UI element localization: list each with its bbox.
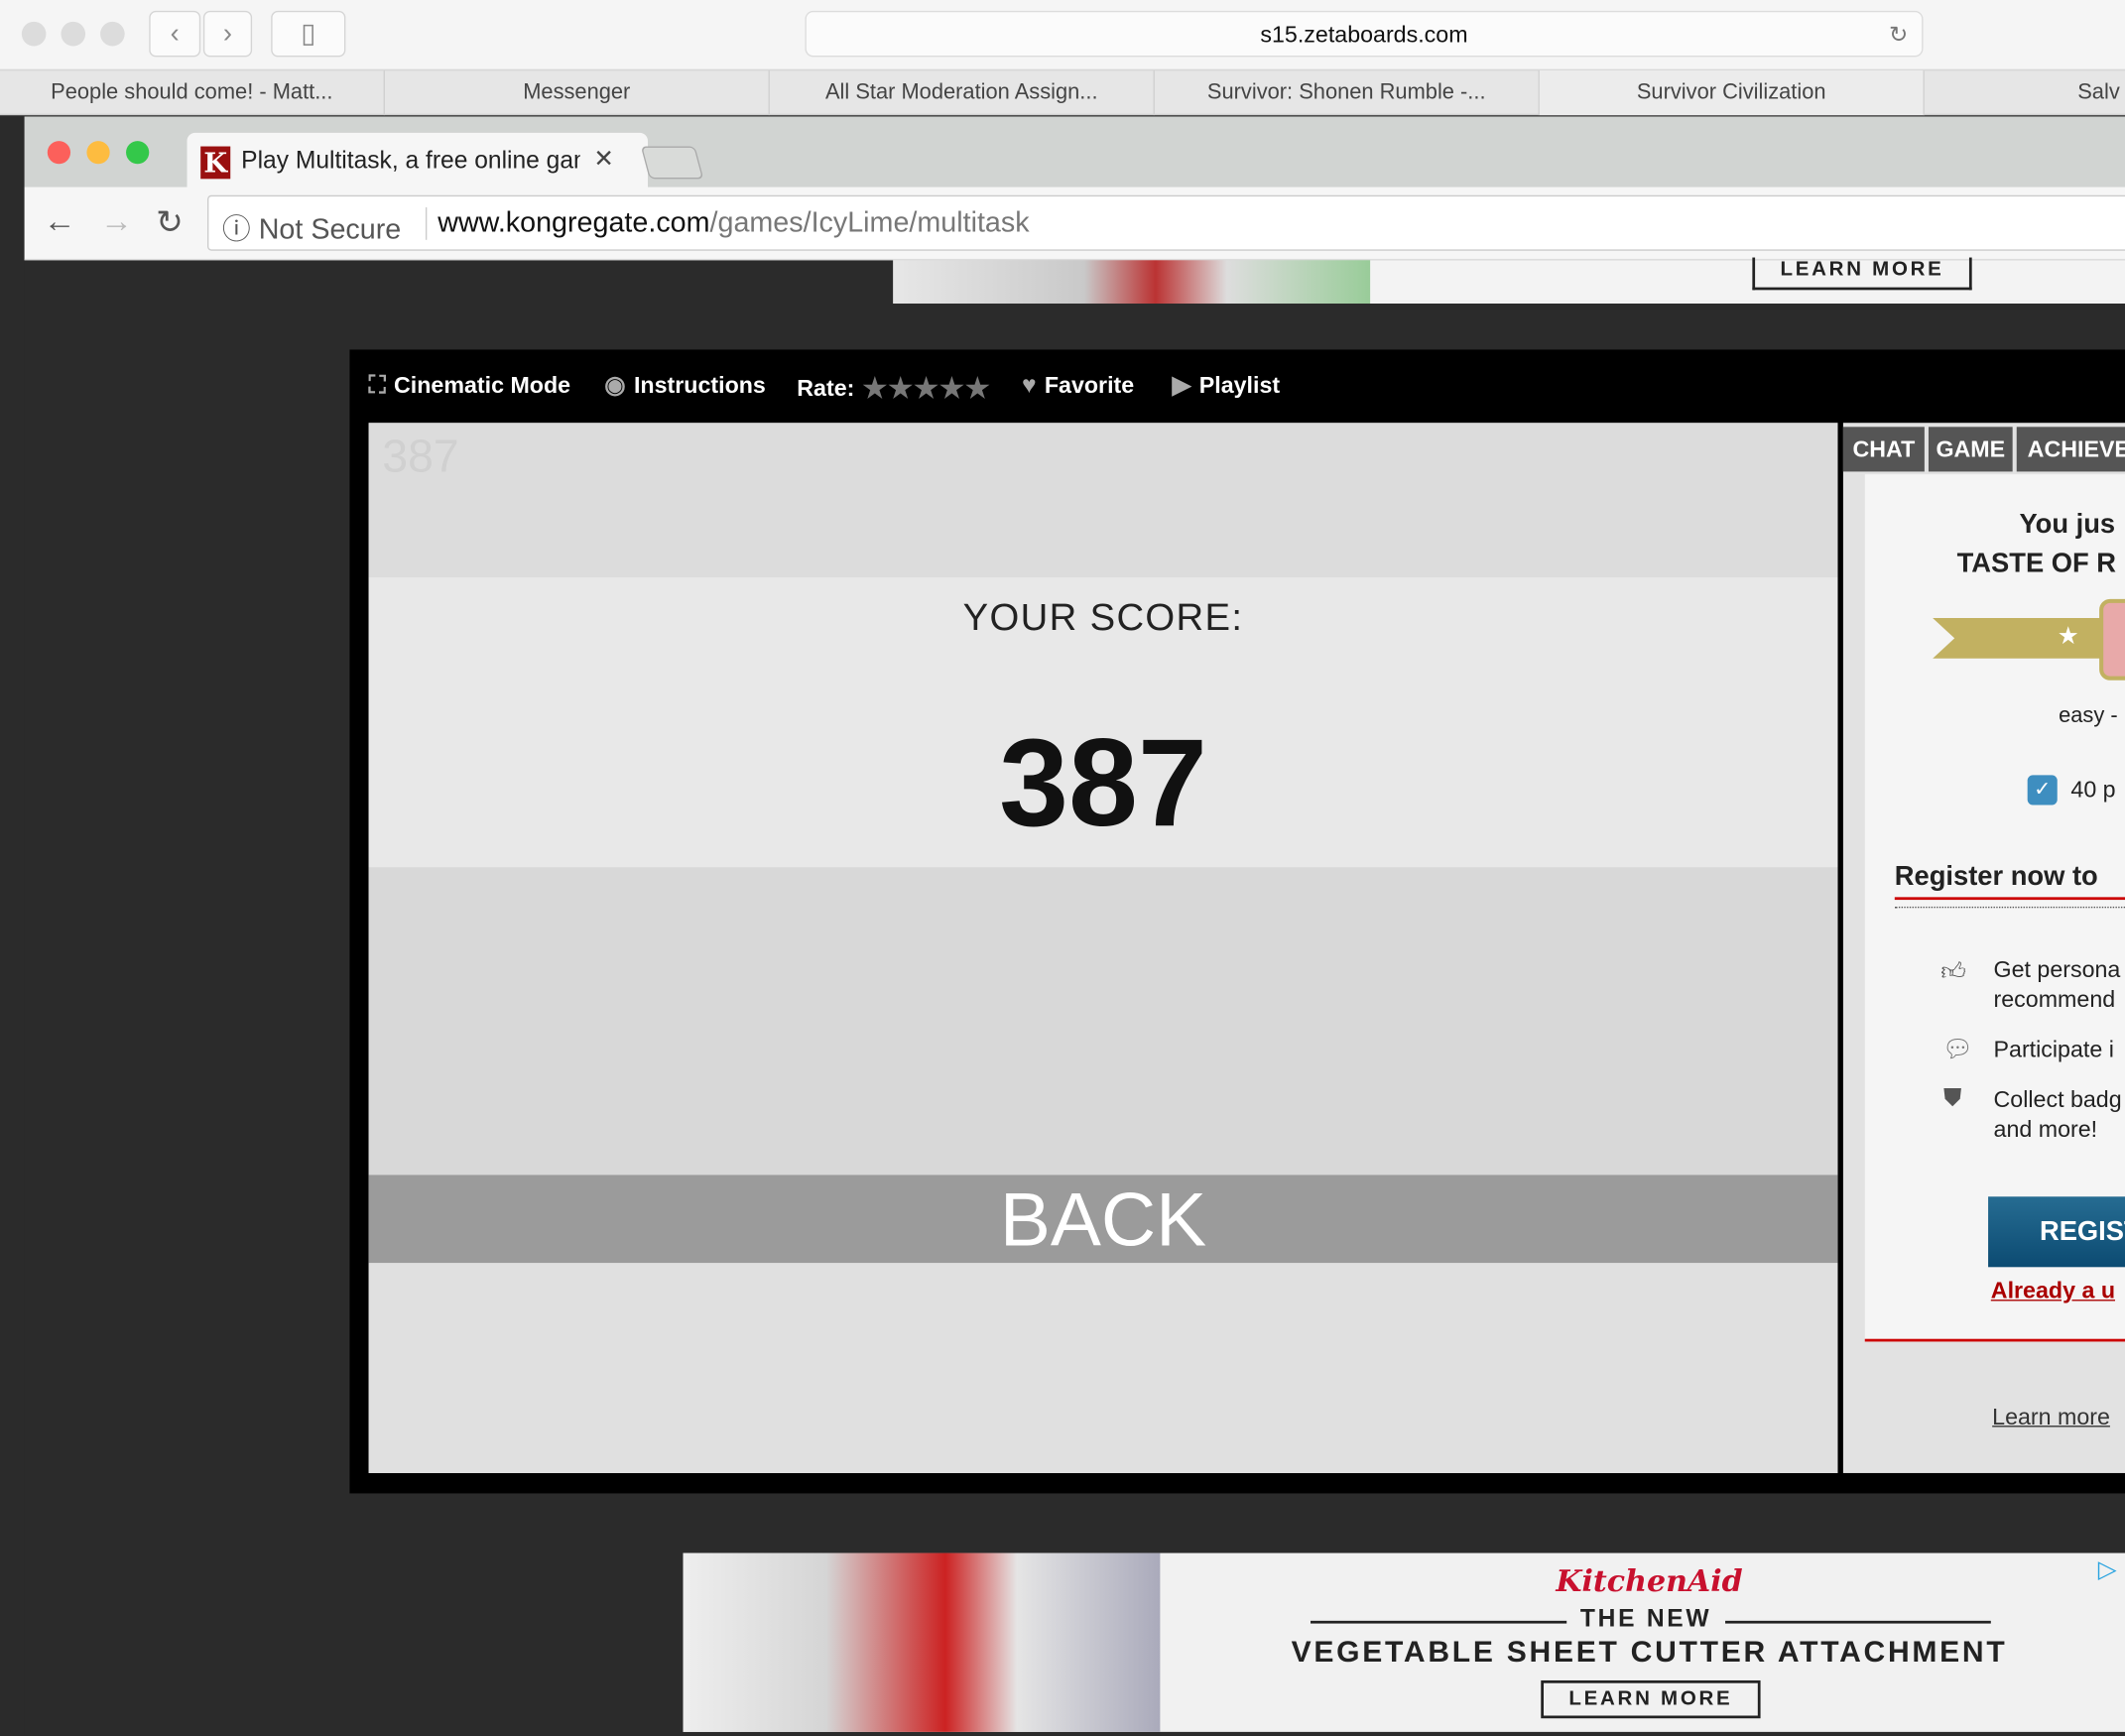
sign-in-link[interactable]: Already a u bbox=[1990, 1278, 2116, 1304]
back-button[interactable]: BACK bbox=[368, 1175, 1838, 1264]
back-arrow-icon[interactable]: ← bbox=[43, 202, 76, 240]
zoom-window-button[interactable] bbox=[126, 141, 150, 165]
close-window-button[interactable] bbox=[21, 21, 47, 47]
ad-brand-logo: KitchenAid bbox=[1556, 1563, 1743, 1599]
register-button[interactable]: REGIST bbox=[1988, 1196, 2125, 1268]
favorite-button[interactable]: ♥ Favorite bbox=[1022, 371, 1134, 400]
reload-icon[interactable]: ↻ bbox=[156, 204, 184, 242]
benefit-text: Collect badg bbox=[1993, 1086, 2122, 1113]
ghost-score: 387 bbox=[382, 431, 459, 483]
top-ad-banner[interactable]: LEARN MORE bbox=[893, 257, 2125, 305]
achievement-name: TASTE OF R bbox=[1956, 549, 2117, 579]
tab-game[interactable]: GAME bbox=[1928, 427, 2013, 472]
sidebar-toggle-icon[interactable]: ▯ bbox=[271, 10, 346, 58]
safari-tab[interactable]: Messenger bbox=[385, 70, 770, 116]
ad-tagline: THE NEW bbox=[1566, 1604, 1726, 1634]
url-text: www.kongregate.com/games/IcyLime/multita… bbox=[425, 207, 1030, 240]
game-band bbox=[368, 867, 1838, 1176]
tab-title: Play Multitask, a free online game bbox=[241, 146, 580, 174]
forward-arrow-icon[interactable]: → bbox=[100, 202, 133, 240]
chrome-window: K Play Multitask, a free online game ✕ ←… bbox=[24, 116, 2125, 1736]
points-label: 40 p bbox=[2070, 776, 2116, 803]
playlist-button[interactable]: ▶ Playlist bbox=[1173, 371, 1280, 400]
close-window-button[interactable] bbox=[47, 141, 71, 165]
minimize-window-button[interactable] bbox=[86, 141, 110, 165]
safari-tab-bar: People should come! - Matt... Messenger … bbox=[0, 70, 2125, 116]
score-value: 387 bbox=[999, 713, 1207, 853]
safari-tab[interactable]: All Star Moderation Assign... bbox=[770, 70, 1155, 116]
instructions-label: Instructions bbox=[633, 371, 766, 398]
back-arrow-icon[interactable]: ‹ bbox=[149, 10, 201, 58]
ad-image bbox=[893, 260, 1371, 305]
safari-tab[interactable]: Survivor Civilization bbox=[1539, 70, 1925, 116]
tab-achievements[interactable]: ACHIEVE bbox=[2016, 427, 2125, 472]
badge-ribbon: ★ bbox=[1933, 617, 2116, 659]
fullscreen-icon: ⛶ bbox=[368, 371, 386, 399]
safari-tab[interactable]: People should come! - Matt... bbox=[0, 70, 385, 116]
score-label: YOUR SCORE: bbox=[962, 596, 1244, 639]
favorite-label: Favorite bbox=[1044, 371, 1135, 398]
benefit-text: and more! bbox=[1993, 1116, 2098, 1143]
game-frame: ⛶ Cinematic Mode ◉ Instructions Rate: ★★★★★… bbox=[349, 349, 2125, 1494]
kongregate-favicon-icon: K bbox=[200, 146, 231, 180]
star-icon: ★ bbox=[2057, 622, 2079, 650]
cinematic-mode-button[interactable]: ⛶ Cinematic Mode bbox=[369, 371, 571, 400]
reload-icon[interactable]: ↻ bbox=[1889, 21, 1909, 48]
checkbox-checked-icon: ✓ bbox=[2027, 775, 2058, 806]
url-path: /games/IcyLime/multitask bbox=[709, 207, 1030, 239]
kongregate-side-panel: CHAT GAME ACHIEVE You jus TASTE OF R ★ e… bbox=[1842, 423, 2125, 1473]
zoom-window-button[interactable] bbox=[100, 21, 125, 47]
new-tab-button[interactable] bbox=[640, 146, 704, 180]
safari-tab[interactable]: Salv bbox=[1925, 70, 2125, 115]
forward-arrow-icon[interactable]: › bbox=[202, 10, 253, 58]
address-text: s15.zetaboards.com bbox=[1260, 21, 1468, 48]
safari-toolbar: ‹ › ▯ s15.zetaboards.com ↻ bbox=[0, 0, 2125, 71]
badge-icon bbox=[2099, 598, 2125, 681]
divider bbox=[1894, 897, 2125, 901]
instructions-button[interactable]: ◉ Instructions bbox=[604, 371, 766, 400]
rating-widget: Rate: ★★★★★ bbox=[797, 371, 991, 405]
speech-bubble-icon: 💬︎ bbox=[1941, 1035, 1973, 1063]
benefit-text: Participate i bbox=[1993, 1037, 2114, 1063]
badge-shield-icon: ⛊ bbox=[1942, 1083, 1962, 1112]
chrome-toolbar: ← → ↻ ⓘ Not Secure www.kongregate.com/ga… bbox=[24, 186, 2125, 261]
minimize-window-button[interactable] bbox=[61, 21, 86, 47]
rating-stars[interactable]: ★★★★★ bbox=[862, 374, 991, 405]
score-panel: YOUR SCORE: 387 bbox=[368, 576, 1838, 868]
close-tab-icon[interactable]: ✕ bbox=[593, 145, 614, 173]
achievement-card: You jus TASTE OF R ★ easy - ✓ 40 p Regis… bbox=[1864, 474, 2125, 1342]
benefit-text: Get persona bbox=[1993, 956, 2121, 983]
ad-learn-more-button[interactable]: LEARN MORE bbox=[1752, 257, 1972, 291]
play-icon: ▶ bbox=[1172, 371, 1191, 399]
ad-headline: VEGETABLE SHEET CUTTER ATTACHMENT bbox=[1291, 1634, 2008, 1669]
benefit-text: recommend bbox=[1993, 986, 2116, 1013]
url-bar[interactable]: ⓘ Not Secure www.kongregate.com/games/Ic… bbox=[207, 194, 2125, 251]
info-icon: ⓘ bbox=[222, 213, 259, 246]
achievement-title: You jus bbox=[2019, 509, 2116, 540]
safari-tab[interactable]: Survivor: Shonen Rumble -... bbox=[1155, 70, 1540, 116]
ad-learn-more-button[interactable]: LEARN MORE bbox=[1541, 1679, 1761, 1719]
thumbs-up-icon: 👍︎ bbox=[1940, 957, 1966, 986]
game-band bbox=[368, 423, 1838, 577]
cinematic-label: Cinematic Mode bbox=[394, 371, 571, 398]
playlist-label: Playlist bbox=[1198, 371, 1281, 398]
register-title: Register now to bbox=[1894, 862, 2125, 909]
heart-icon: ♥ bbox=[1022, 371, 1037, 399]
tab-chat[interactable]: CHAT bbox=[1842, 427, 1925, 472]
learn-more-link[interactable]: Learn more bbox=[1992, 1404, 2110, 1430]
ad-image bbox=[683, 1552, 1161, 1732]
url-host: www.kongregate.com bbox=[438, 207, 710, 239]
safari-address-bar[interactable]: s15.zetaboards.com ↻ bbox=[805, 10, 1924, 58]
difficulty-label: easy - bbox=[2059, 704, 2118, 728]
adchoices-icon[interactable]: ▷ bbox=[2097, 1555, 2117, 1583]
chrome-tab-bar: K Play Multitask, a free online game ✕ bbox=[24, 116, 2125, 190]
game-band bbox=[368, 1263, 1838, 1473]
not-secure-label: Not Secure bbox=[258, 213, 402, 246]
rate-label: Rate: bbox=[797, 374, 855, 401]
gamepad-icon: ◉ bbox=[604, 371, 626, 399]
bottom-ad-banner[interactable]: ▷ KitchenAid THE NEW VEGETABLE SHEET CUT… bbox=[683, 1552, 2125, 1732]
game-canvas[interactable]: 387 YOUR SCORE: 387 BACK bbox=[368, 423, 1838, 1473]
chrome-tab-active[interactable]: K Play Multitask, a free online game ✕ bbox=[187, 132, 648, 190]
not-secure-indicator[interactable]: ⓘ Not Secure bbox=[222, 207, 401, 248]
